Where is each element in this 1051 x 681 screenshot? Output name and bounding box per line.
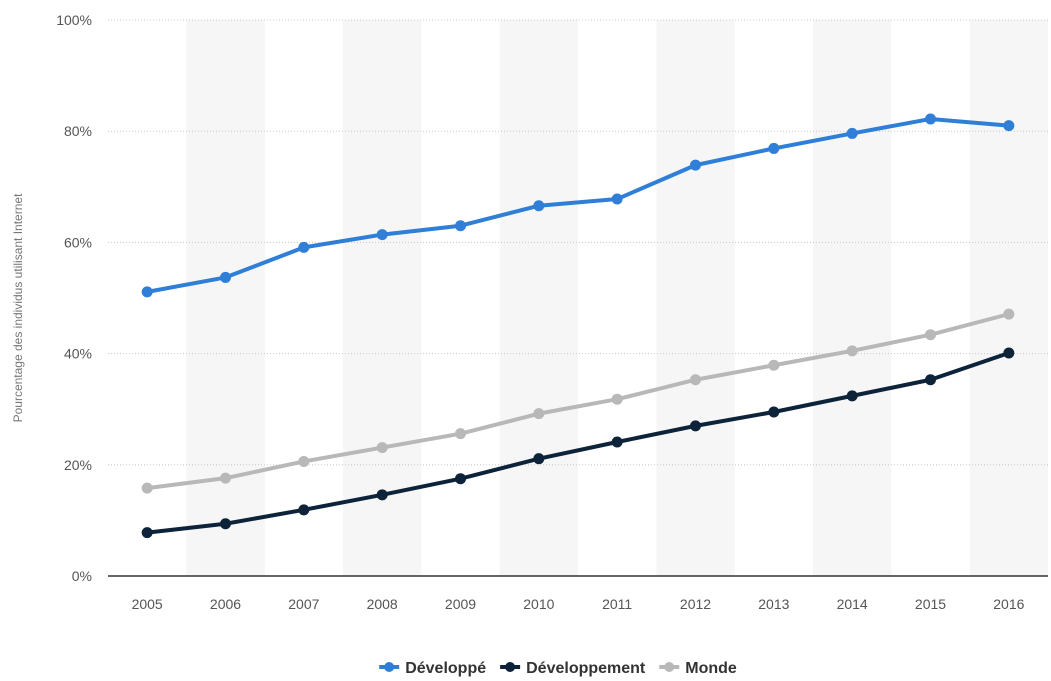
data-point[interactable] <box>376 442 388 454</box>
data-point[interactable] <box>846 390 858 402</box>
alternating-bands <box>186 20 1048 576</box>
data-point[interactable] <box>690 159 701 171</box>
data-point[interactable] <box>611 193 623 205</box>
x-tick-label: 2016 <box>993 596 1024 612</box>
plot-band <box>343 20 422 576</box>
data-point[interactable] <box>455 220 466 232</box>
y-axis-label: Pourcentage des individus utilisant Inte… <box>11 193 25 422</box>
legend[interactable]: Développé Développement Monde <box>379 660 737 677</box>
data-point[interactable] <box>1003 308 1015 320</box>
data-point[interactable] <box>455 428 466 440</box>
data-point[interactable] <box>846 127 858 139</box>
x-tick-label: 2007 <box>288 596 319 612</box>
data-point[interactable] <box>298 504 310 516</box>
series-group <box>141 308 1015 494</box>
legend-item[interactable]: Développement <box>500 660 646 677</box>
data-point[interactable] <box>1003 347 1015 359</box>
data-point[interactable] <box>611 436 623 448</box>
legend-label: Développé <box>405 660 486 677</box>
data-point[interactable] <box>768 406 780 418</box>
data-point[interactable] <box>690 420 701 432</box>
plot-band <box>186 20 265 576</box>
legend-marker-icon <box>384 662 395 672</box>
plot-band <box>969 20 1048 576</box>
legend-item[interactable]: Développé <box>379 660 486 677</box>
plot-band <box>656 20 735 576</box>
series-lines <box>141 113 1015 539</box>
y-tick-label: 60% <box>64 234 92 250</box>
series-line <box>145 312 1011 491</box>
data-point[interactable] <box>533 408 545 420</box>
plot-band <box>813 20 892 576</box>
data-point[interactable] <box>141 286 153 298</box>
plot-band <box>499 20 578 576</box>
y-tick-label: 100% <box>56 12 92 28</box>
legend-label: Développement <box>526 660 646 677</box>
data-point[interactable] <box>220 518 231 530</box>
x-tick-label: 2006 <box>210 596 241 612</box>
y-tick-label: 40% <box>64 346 92 362</box>
data-point[interactable] <box>141 482 153 494</box>
legend-marker-icon <box>505 662 516 672</box>
series-line <box>145 351 1011 535</box>
data-point[interactable] <box>690 374 701 386</box>
data-point[interactable] <box>846 345 858 357</box>
data-point[interactable] <box>220 271 231 283</box>
legend-item[interactable]: Monde <box>659 660 737 677</box>
x-tick-label: 2011 <box>602 596 632 612</box>
y-tick-label: 80% <box>64 123 92 139</box>
x-tick-label: 2009 <box>445 596 476 612</box>
legend-marker-icon <box>664 662 675 672</box>
x-tick-label: 2010 <box>523 596 554 612</box>
x-tick-label: 2008 <box>367 596 398 612</box>
data-point[interactable] <box>298 241 310 253</box>
series-group <box>141 347 1015 539</box>
data-point[interactable] <box>768 142 780 154</box>
data-point[interactable] <box>611 393 623 405</box>
x-tick-label: 2005 <box>132 596 163 612</box>
data-point[interactable] <box>455 473 466 485</box>
data-point[interactable] <box>533 453 545 465</box>
axes: 0% 20% 40% 60% 80% 100% 2005 2006 2007 2008 2009 20… <box>56 12 1048 612</box>
data-point[interactable] <box>376 489 388 501</box>
x-tick-label: 2012 <box>680 596 711 612</box>
x-tick-label: 2015 <box>915 596 946 612</box>
series-line <box>145 116 1011 294</box>
data-point[interactable] <box>925 113 936 125</box>
data-point[interactable] <box>376 229 388 241</box>
data-point[interactable] <box>925 374 936 386</box>
data-point[interactable] <box>220 472 231 484</box>
series-group <box>141 113 1015 298</box>
data-point[interactable] <box>298 455 310 467</box>
legend-label: Monde <box>685 660 737 677</box>
x-tick-label: 2014 <box>837 596 868 612</box>
data-point[interactable] <box>141 527 153 539</box>
data-point[interactable] <box>533 200 545 212</box>
data-point[interactable] <box>1003 120 1015 132</box>
data-point[interactable] <box>925 329 936 341</box>
y-tick-label: 20% <box>64 457 92 473</box>
data-point[interactable] <box>768 359 780 371</box>
gridlines <box>108 19 1048 466</box>
x-tick-label: 2013 <box>758 596 789 612</box>
y-tick-label: 0% <box>72 568 92 584</box>
